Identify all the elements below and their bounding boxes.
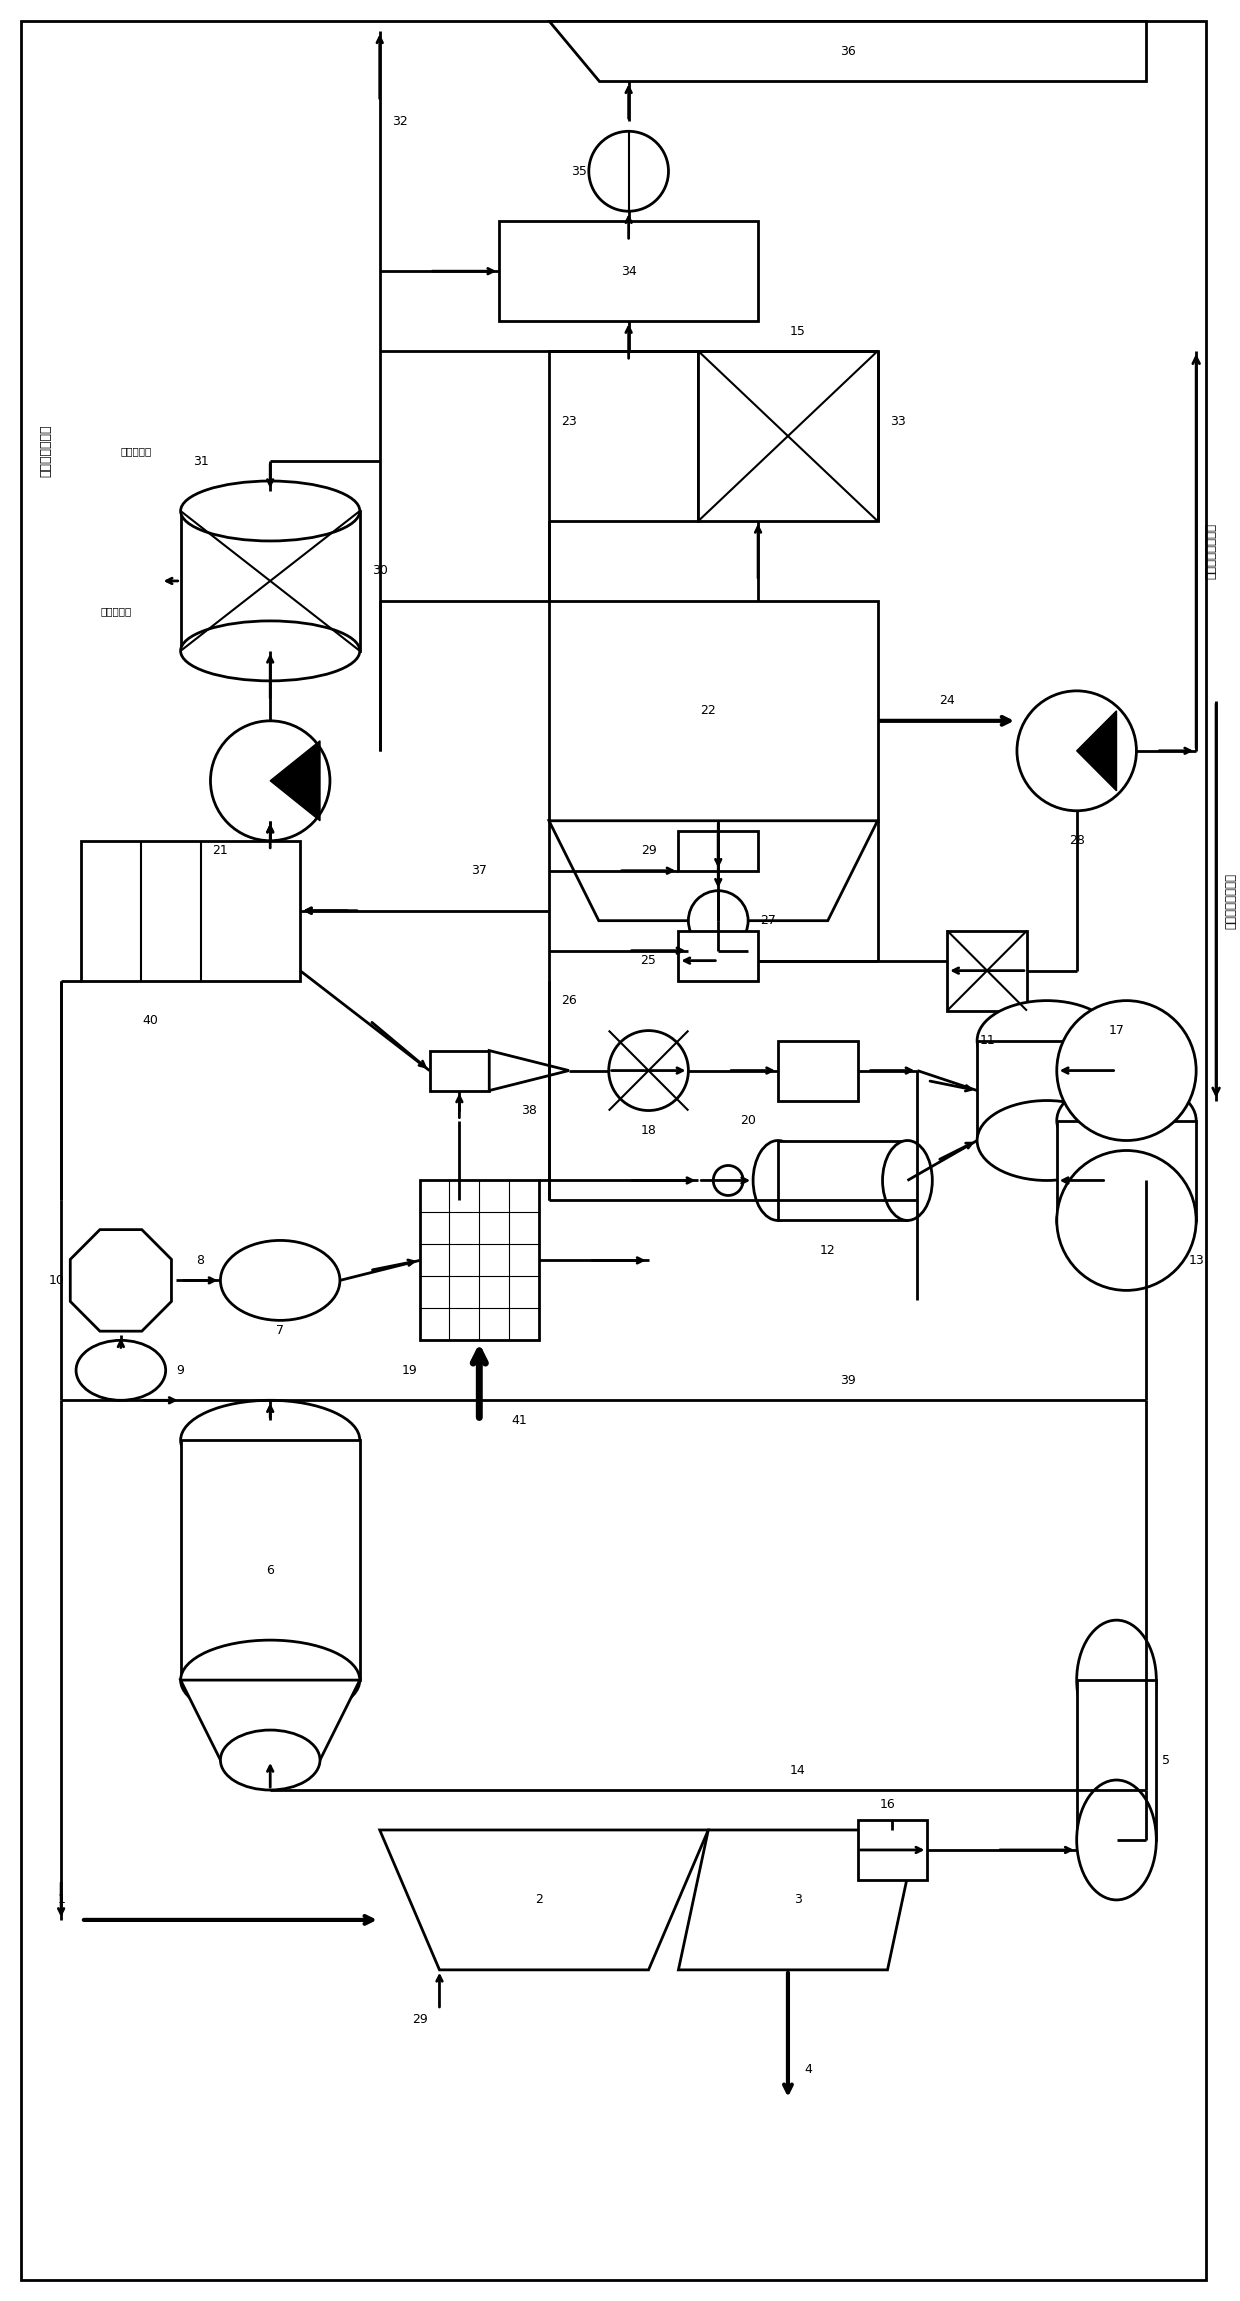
Ellipse shape [977,1001,1116,1081]
Bar [549,352,698,520]
Bar [549,601,878,821]
Bar [678,930,758,980]
Text: 18: 18 [641,1123,656,1137]
Bar [678,831,758,870]
Text: 34: 34 [621,265,636,278]
Circle shape [211,720,330,840]
Circle shape [1056,1001,1197,1141]
Text: 3: 3 [794,1894,802,1908]
Text: 39: 39 [839,1374,856,1388]
Text: 41: 41 [511,1413,527,1427]
Text: 冷却水进口: 冷却水进口 [120,446,153,456]
Ellipse shape [181,1401,360,1480]
Ellipse shape [1056,1180,1197,1261]
Text: 23: 23 [560,414,577,428]
Ellipse shape [181,1641,360,1721]
Text: 24: 24 [940,695,955,706]
Polygon shape [181,1680,360,1760]
Text: 6: 6 [267,1565,274,1576]
Circle shape [713,1167,743,1197]
Ellipse shape [181,621,360,681]
Text: 10: 10 [48,1275,64,1286]
Ellipse shape [753,1141,802,1220]
Text: 去烟气净化系统: 去烟气净化系统 [40,426,52,476]
Text: 35: 35 [570,166,587,177]
Text: 7: 7 [277,1323,284,1337]
Polygon shape [549,821,878,920]
Circle shape [609,1031,688,1111]
Circle shape [589,131,668,212]
Text: 4: 4 [804,2064,812,2076]
Ellipse shape [1076,1781,1157,1901]
Text: 回到气轮发电系统: 回到气轮发电系统 [1204,522,1218,580]
Ellipse shape [76,1341,166,1401]
Ellipse shape [977,1100,1116,1180]
Text: 31: 31 [192,456,208,467]
Ellipse shape [221,1730,320,1790]
Bar [977,1040,1116,1141]
Circle shape [1017,690,1136,810]
Text: 9: 9 [176,1364,185,1376]
Text: 36: 36 [839,44,856,58]
Text: 40: 40 [143,1015,159,1026]
Bar [419,1180,539,1341]
Ellipse shape [883,1141,932,1220]
Polygon shape [678,1829,918,1970]
Text: 29: 29 [412,2013,428,2027]
Text: 38: 38 [521,1104,537,1116]
Bar [1056,1121,1197,1220]
Bar [698,352,878,520]
Text: 19: 19 [402,1364,418,1376]
Text: 11: 11 [980,1033,994,1047]
Polygon shape [549,21,1146,81]
Polygon shape [379,1829,708,1970]
Bar [858,1820,928,1880]
Bar [777,1141,908,1220]
Ellipse shape [181,481,360,541]
Text: 12: 12 [820,1245,836,1256]
Circle shape [688,890,748,950]
Text: 冷却水出口: 冷却水出口 [100,605,133,617]
Text: 15: 15 [790,324,806,338]
Text: 14: 14 [790,1763,806,1776]
Text: 29: 29 [641,844,656,858]
Bar [181,511,360,651]
Text: 22: 22 [701,704,717,718]
Polygon shape [71,1229,171,1332]
Text: 来自气轮发电系统: 来自气轮发电系统 [1225,872,1238,930]
Text: 17: 17 [1109,1024,1125,1038]
Ellipse shape [1056,1081,1197,1160]
Text: 20: 20 [740,1114,756,1127]
Text: 8: 8 [196,1254,205,1268]
Text: 26: 26 [560,994,577,1008]
Bar [429,1052,490,1091]
Text: 28: 28 [1069,835,1085,847]
Polygon shape [1076,711,1116,792]
Text: 1: 1 [57,1894,64,1908]
Bar [81,840,300,980]
Text: 27: 27 [760,913,776,927]
Ellipse shape [1076,1620,1157,1740]
Text: 13: 13 [1188,1254,1204,1268]
Bar [777,1040,858,1100]
Bar [181,1440,360,1680]
Text: 25: 25 [641,955,656,966]
Text: 33: 33 [889,414,905,428]
Polygon shape [490,1052,569,1091]
Bar [1076,1680,1157,1841]
Text: 21: 21 [212,844,228,858]
Text: 30: 30 [372,564,388,578]
Ellipse shape [221,1240,340,1321]
Bar [500,221,758,322]
Text: 37: 37 [471,865,487,877]
Text: 2: 2 [536,1894,543,1908]
Text: 32: 32 [392,115,408,129]
Bar [947,930,1027,1010]
Circle shape [1056,1150,1197,1291]
Text: 16: 16 [879,1799,895,1811]
Text: 5: 5 [1162,1753,1171,1767]
Polygon shape [270,741,320,821]
